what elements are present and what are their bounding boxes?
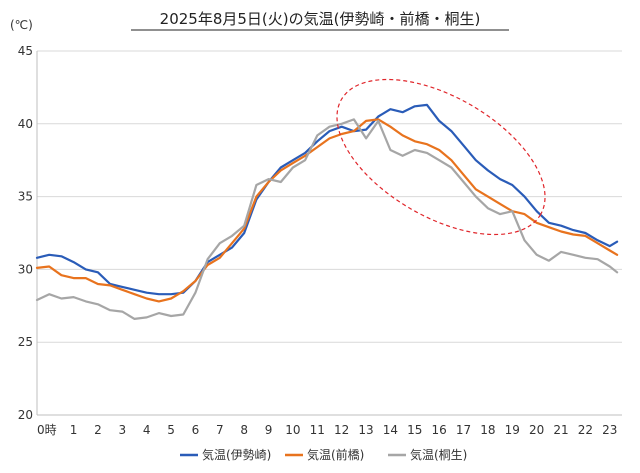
y-tick-label: 25 (18, 335, 33, 349)
y-unit-label: (℃) (10, 18, 33, 32)
y-tick-label: 40 (18, 117, 33, 131)
x-tick-label: 14 (383, 423, 398, 437)
x-tick-label: 9 (265, 423, 273, 437)
gridlines (36, 50, 622, 416)
x-tick-label: 12 (334, 423, 349, 437)
legend-label: 気温(伊勢崎) (202, 447, 271, 462)
x-tick-label: 7 (216, 423, 224, 437)
y-tick-label: 30 (18, 262, 33, 276)
y-tick-label: 20 (18, 408, 33, 422)
x-tick-label: 6 (192, 423, 200, 437)
x-tick-label: 21 (553, 423, 568, 437)
x-tick-label: 17 (456, 423, 471, 437)
chart-title: 2025年8月5日(火)の気温(伊勢崎・前橋・桐生) (160, 10, 481, 28)
y-tick-label: 45 (18, 44, 33, 58)
x-tick-label: 1 (70, 423, 78, 437)
series-lines (35, 103, 619, 320)
series-line-1 (35, 118, 619, 303)
series-line-0 (35, 103, 619, 296)
x-tick-label: 13 (358, 423, 373, 437)
x-tick-label: 16 (432, 423, 447, 437)
x-tick-label: 3 (118, 423, 126, 437)
x-tick-label: 5 (167, 423, 175, 437)
y-tick-label: 35 (18, 190, 33, 204)
x-tick-label: 22 (578, 423, 593, 437)
x-axis-ticks: 0時 1 2 3 4 5 6 7 8 9 10 11 12 13 14 15 16 17 18 19 20 21 22 23 (37, 423, 617, 437)
x-tick-label: 10 (285, 423, 300, 437)
x-tick-label: 23 (602, 423, 617, 437)
legend-label: 気温(桐生) (410, 447, 467, 462)
x-tick-label: 18 (480, 423, 495, 437)
series-line-2 (35, 118, 619, 320)
x-tick-label: 2 (94, 423, 102, 437)
x-tick-label: 20 (529, 423, 544, 437)
x-tick-label: 0時 (37, 423, 57, 437)
y-axis-ticks: 20 25 30 35 40 45 (18, 44, 33, 422)
x-tick-label: 11 (310, 423, 325, 437)
x-tick-label: 8 (240, 423, 248, 437)
highlight-ellipse (336, 78, 546, 236)
x-tick-label: 4 (143, 423, 151, 437)
x-tick-label: 19 (505, 423, 520, 437)
legend-label: 気温(前橋) (307, 447, 364, 462)
legend: 気温(伊勢崎) 気温(前橋) 気温(桐生) (180, 447, 467, 462)
x-tick-label: 15 (407, 423, 422, 437)
